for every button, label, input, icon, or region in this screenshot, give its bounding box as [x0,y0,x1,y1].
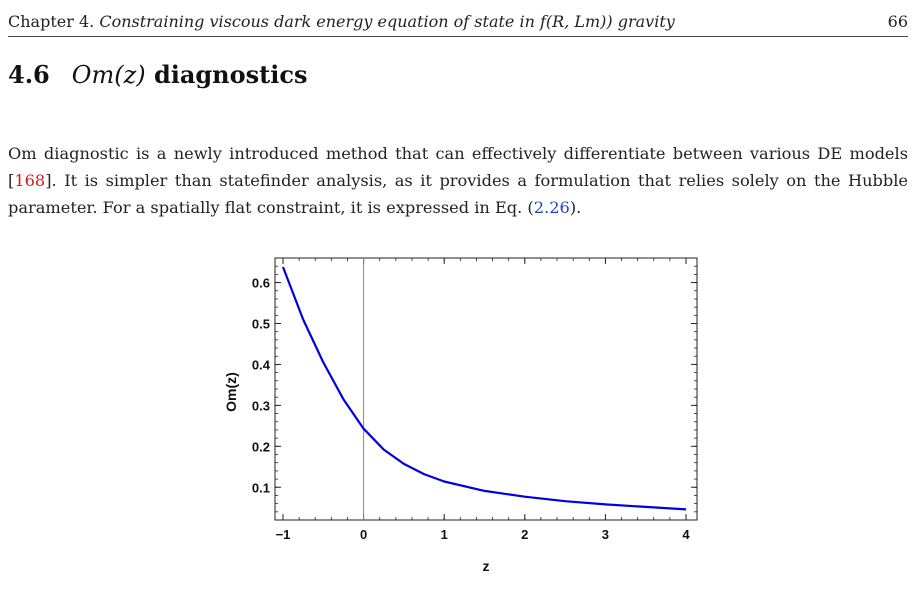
y-tick-label: 0.4 [252,357,271,372]
paragraph-text-3: ). [569,198,582,217]
section-title: diagnostics [153,60,308,89]
x-tick-label: 3 [602,527,609,542]
equation-link[interactable]: 2.26 [533,198,570,217]
section-number: 4.6 [8,60,50,89]
header-title-text: Constraining viscous dark energy equatio… [99,12,675,31]
y-tick-label: 0.2 [252,439,270,454]
running-header: Chapter 4. Constraining viscous dark ene… [8,8,908,37]
y-tick-label: 0.3 [252,398,270,413]
section-heading: 4.6 Om(z) diagnostics [8,60,307,89]
citation-link[interactable]: 168 [14,171,46,190]
x-tick-label: −1 [276,527,291,542]
y-tick-label: 0.6 [252,276,270,291]
page-number: 66 [887,12,908,31]
x-axis-label: z [483,558,490,574]
header-chapter-title: Chapter 4. Constraining viscous dark ene… [8,12,675,31]
x-tick-label: 2 [521,527,528,542]
section-math: Om(z) [71,61,146,89]
paragraph-text-2: ]. It is simpler than statefinder analys… [8,171,908,217]
header-chapter-label: Chapter 4. [8,12,95,31]
x-tick-label: 0 [360,527,367,542]
paragraph-text-1: Om diagnostic is a newly introduced meth… [8,144,908,190]
x-tick-label: 1 [441,527,448,542]
x-tick-label: 4 [682,527,690,542]
om-curve [281,266,687,511]
y-tick-label: 0.1 [252,480,270,495]
y-axis-label: Om(z) [223,372,239,412]
y-tick-label: 0.5 [252,317,270,332]
body-paragraph: Om diagnostic is a newly introduced meth… [8,140,908,221]
